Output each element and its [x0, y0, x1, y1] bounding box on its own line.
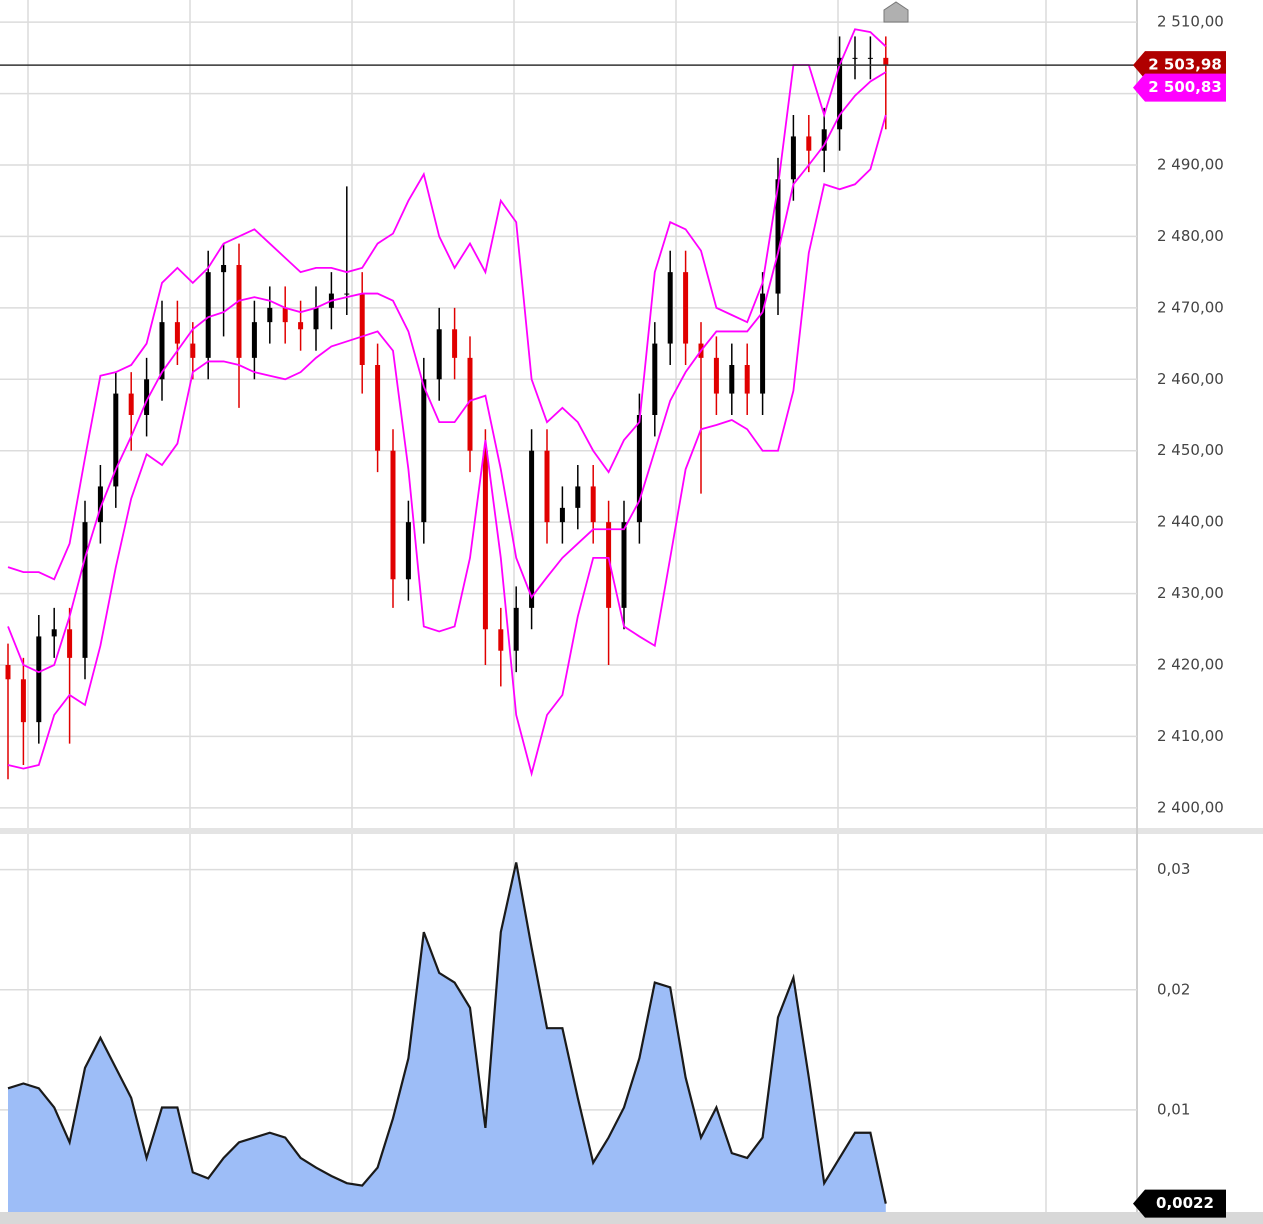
- candle-body: [559, 507, 565, 523]
- price-badge: [1133, 1189, 1226, 1218]
- y-tick-label: 2 480,00: [1157, 227, 1224, 245]
- candle-body: [683, 272, 689, 344]
- y-tick-label: 0,01: [1157, 1100, 1190, 1118]
- panel: 0,01 0,02 0,03 0,0022: [0, 860, 1226, 1218]
- price-badge-label: 0,0022: [1156, 1194, 1214, 1212]
- candle-body: [128, 393, 134, 415]
- candle-body: [544, 450, 550, 523]
- candle-body: [421, 379, 427, 523]
- candle-body: [298, 322, 304, 330]
- candle-body: [575, 486, 581, 508]
- bottom-strip: [0, 1212, 1263, 1224]
- price-badge-label: 2 503,98: [1148, 56, 1222, 74]
- candle-body: [344, 293, 350, 295]
- y-tick-label: 2 420,00: [1157, 656, 1224, 674]
- candle-body: [221, 265, 227, 273]
- y-tick-label: 2 450,00: [1157, 441, 1224, 459]
- y-tick-label: 2 410,00: [1157, 727, 1224, 745]
- y-tick-label: 2 510,00: [1157, 13, 1224, 31]
- band-line: [7, 28, 887, 581]
- price-badge: [1133, 73, 1226, 102]
- y-tick-label: 2 430,00: [1157, 584, 1224, 602]
- candle-body: [205, 272, 211, 358]
- candle-body: [867, 57, 873, 59]
- candle-body: [621, 522, 627, 608]
- candle-body: [174, 322, 180, 344]
- candle-body: [267, 307, 273, 323]
- panel-separator: [0, 828, 1263, 834]
- candle-body: [375, 365, 381, 451]
- candle-body: [790, 136, 796, 180]
- candle-body: [729, 365, 735, 394]
- candle-body: [5, 665, 11, 680]
- candle-body: [67, 629, 73, 658]
- candle-body: [713, 357, 719, 394]
- candle-body: [806, 136, 812, 151]
- candle-body: [190, 343, 196, 358]
- candle-body: [51, 629, 57, 637]
- candle-body: [883, 57, 889, 66]
- candle-body: [313, 307, 319, 330]
- candle-body: [837, 57, 843, 130]
- candle-body: [236, 265, 242, 358]
- candle-body: [359, 293, 365, 365]
- candle-body: [452, 329, 458, 358]
- candle-body: [436, 329, 442, 380]
- candle-body: [144, 379, 150, 415]
- candle-body: [652, 343, 658, 415]
- y-tick-label: 2 440,00: [1157, 513, 1224, 531]
- band-line: [7, 114, 887, 778]
- y-tick-label: 2 400,00: [1157, 798, 1224, 816]
- area-line: [7, 862, 887, 1204]
- candle-body: [760, 293, 766, 394]
- candle-body: [852, 57, 858, 59]
- price-badge: [1133, 51, 1226, 80]
- y-tick-label: 2 470,00: [1157, 298, 1224, 316]
- y-tick-label: 2 490,00: [1157, 156, 1224, 174]
- candle-body: [513, 607, 519, 651]
- candle-body: [636, 415, 642, 523]
- candle-body: [159, 322, 165, 380]
- candle-body: [482, 450, 488, 630]
- price-badge-label: 2 500,83: [1148, 78, 1222, 96]
- candle-body: [667, 272, 673, 344]
- candle-body: [251, 322, 257, 358]
- vertical-grid: [27, 0, 1047, 1212]
- candle-body: [775, 179, 781, 294]
- y-tick-label: 0,02: [1157, 980, 1190, 998]
- candle-body: [744, 365, 750, 394]
- candle-body: [529, 450, 535, 608]
- candle-body: [405, 522, 411, 580]
- candle-body: [821, 129, 827, 151]
- y-tick-label: 2 460,00: [1157, 370, 1224, 388]
- candle-body: [20, 679, 26, 723]
- candle-body: [113, 393, 119, 487]
- band-line: [7, 71, 887, 674]
- candle-body: [36, 636, 42, 723]
- area-fill: [8, 862, 886, 1212]
- candle-body: [282, 307, 288, 323]
- alert-icon: [883, 1, 909, 23]
- candle-body: [590, 486, 596, 523]
- candle-body: [606, 522, 612, 608]
- panel: 2 400,00 2 410,00 2 420,00 2 430,00 2 440,00…: [0, 13, 1226, 816]
- candle-body: [82, 522, 88, 658]
- y-tick-label: 0,03: [1157, 860, 1190, 878]
- candle-body: [97, 486, 103, 523]
- candle-body: [467, 357, 473, 451]
- candle-body: [498, 629, 504, 651]
- candle-body: [390, 450, 396, 580]
